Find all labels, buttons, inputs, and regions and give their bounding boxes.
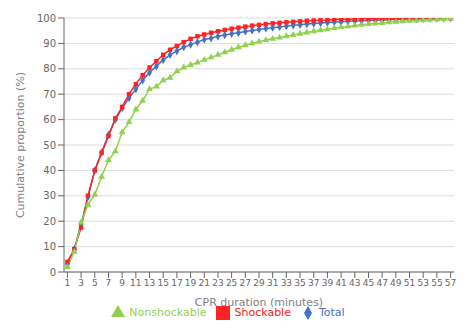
- svg-text:21: 21: [199, 278, 210, 288]
- svg-text:31: 31: [267, 278, 278, 288]
- svg-text:13: 13: [144, 278, 155, 288]
- svg-text:41: 41: [335, 278, 346, 288]
- html-text:Total: Total: [319, 306, 345, 319]
- svg-text:39: 39: [322, 278, 334, 288]
- svg-text:3: 3: [78, 278, 84, 288]
- svg-text:43: 43: [349, 278, 360, 288]
- html-text:Nonshockable: Nonshockable: [129, 306, 207, 319]
- svg-text:51: 51: [404, 278, 415, 288]
- svg-text:25: 25: [226, 278, 237, 288]
- svg-text:5: 5: [92, 278, 98, 288]
- svg-text:17: 17: [171, 278, 182, 288]
- svg-text:15: 15: [157, 278, 168, 288]
- svg-text:70: 70: [43, 89, 56, 100]
- svg-text:27: 27: [240, 278, 251, 288]
- svg-text:45: 45: [363, 278, 374, 288]
- svg-text:9: 9: [119, 278, 125, 288]
- svg-text:60: 60: [43, 114, 56, 125]
- html-text:Shockable: Shockable: [234, 306, 291, 319]
- svg-text:47: 47: [376, 278, 387, 288]
- svg-text:49: 49: [390, 278, 402, 288]
- svg-text:0: 0: [50, 267, 56, 278]
- svg-text:30: 30: [43, 190, 56, 201]
- svg-text:11: 11: [130, 278, 141, 288]
- svg-text:29: 29: [253, 278, 265, 288]
- svg-text:Cumulative proportion (%): Cumulative proportion (%): [14, 72, 27, 218]
- svg-text:90: 90: [43, 38, 56, 49]
- svg-text:19: 19: [185, 278, 197, 288]
- svg-text:50: 50: [43, 140, 56, 151]
- svg-text:57: 57: [445, 278, 456, 288]
- svg-text:55: 55: [431, 278, 442, 288]
- svg-text:80: 80: [43, 63, 56, 74]
- svg-text:100: 100: [37, 13, 56, 24]
- svg-text:37: 37: [308, 278, 319, 288]
- svg-text:53: 53: [417, 278, 428, 288]
- svg-text:23: 23: [212, 278, 223, 288]
- svg-text:35: 35: [294, 278, 305, 288]
- svg-text:20: 20: [43, 216, 56, 227]
- svg-text:40: 40: [43, 165, 56, 176]
- svg-text:33: 33: [281, 278, 292, 288]
- svg-text:CPR duration (minutes): CPR duration (minutes): [195, 296, 323, 309]
- svg-text:7: 7: [106, 278, 112, 288]
- svg-text:1: 1: [65, 278, 71, 288]
- svg-text:10: 10: [43, 241, 56, 252]
